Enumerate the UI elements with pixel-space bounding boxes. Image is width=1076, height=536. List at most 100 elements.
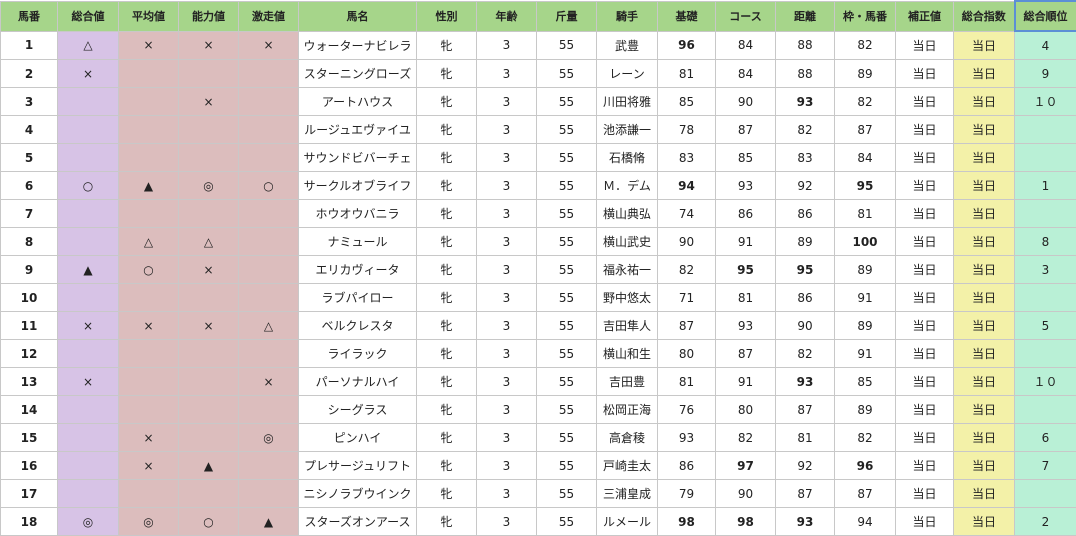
rank-cell[interactable]: 3 <box>1014 255 1076 284</box>
header-cell[interactable]: 性別 <box>416 0 477 32</box>
horse-number-cell[interactable]: 17 <box>0 479 58 508</box>
rank-cell[interactable] <box>1014 395 1076 424</box>
shisu-cell[interactable]: 当日 <box>953 311 1015 340</box>
course-cell[interactable]: 95 <box>715 255 776 284</box>
ability-mark-cell[interactable]: ○ <box>178 507 239 536</box>
hosei-cell[interactable]: 当日 <box>895 283 954 312</box>
avg-mark-cell[interactable]: × <box>118 311 179 340</box>
header-cell[interactable]: 馬番 <box>0 0 58 32</box>
hosei-cell[interactable]: 当日 <box>895 143 954 172</box>
course-cell[interactable]: 84 <box>715 59 776 88</box>
waku-cell[interactable]: 82 <box>834 87 896 116</box>
distance-cell[interactable]: 83 <box>775 143 835 172</box>
weight-cell[interactable]: 55 <box>536 451 597 480</box>
age-cell[interactable]: 3 <box>476 87 537 116</box>
weight-cell[interactable]: 55 <box>536 255 597 284</box>
sex-cell[interactable]: 牝 <box>416 395 477 424</box>
waku-cell[interactable]: 96 <box>834 451 896 480</box>
header-cell[interactable]: 騎手 <box>596 0 658 32</box>
gekiso-mark-cell[interactable] <box>238 339 299 368</box>
hosei-cell[interactable]: 当日 <box>895 479 954 508</box>
shisu-cell[interactable]: 当日 <box>953 199 1015 228</box>
kiso-cell[interactable]: 79 <box>657 479 716 508</box>
sex-cell[interactable]: 牝 <box>416 87 477 116</box>
shisu-cell[interactable]: 当日 <box>953 283 1015 312</box>
weight-cell[interactable]: 55 <box>536 479 597 508</box>
rank-cell[interactable]: 1 <box>1014 171 1076 200</box>
jockey-cell[interactable]: 武豊 <box>596 30 658 60</box>
horse-number-cell[interactable]: 10 <box>0 283 58 312</box>
avg-mark-cell[interactable] <box>118 479 179 508</box>
sex-cell[interactable]: 牝 <box>416 367 477 396</box>
distance-cell[interactable]: 95 <box>775 255 835 284</box>
horse-name-cell[interactable]: シーグラス <box>298 395 417 424</box>
gekiso-mark-cell[interactable] <box>238 87 299 116</box>
course-cell[interactable]: 98 <box>715 507 776 536</box>
header-cell[interactable]: 平均値 <box>118 0 179 32</box>
avg-mark-cell[interactable]: ○ <box>118 255 179 284</box>
avg-mark-cell[interactable] <box>118 339 179 368</box>
horse-name-cell[interactable]: ホウオウバニラ <box>298 199 417 228</box>
rank-cell[interactable]: 9 <box>1014 59 1076 88</box>
distance-cell[interactable]: 89 <box>775 227 835 256</box>
gekiso-mark-cell[interactable]: × <box>238 367 299 396</box>
horse-name-cell[interactable]: パーソナルハイ <box>298 367 417 396</box>
gekiso-mark-cell[interactable] <box>238 255 299 284</box>
header-cell[interactable]: 基礎 <box>657 0 716 32</box>
distance-cell[interactable]: 87 <box>775 479 835 508</box>
rank-cell[interactable]: 7 <box>1014 451 1076 480</box>
jockey-cell[interactable]: 松岡正海 <box>596 395 658 424</box>
kiso-cell[interactable]: 81 <box>657 59 716 88</box>
course-cell[interactable]: 82 <box>715 423 776 452</box>
horse-name-cell[interactable]: スターズオンアース <box>298 507 417 536</box>
avg-mark-cell[interactable] <box>118 115 179 144</box>
sogo-mark-cell[interactable] <box>57 423 119 452</box>
ability-mark-cell[interactable]: ◎ <box>178 171 239 200</box>
age-cell[interactable]: 3 <box>476 339 537 368</box>
avg-mark-cell[interactable]: △ <box>118 227 179 256</box>
distance-cell[interactable]: 87 <box>775 395 835 424</box>
gekiso-mark-cell[interactable] <box>238 59 299 88</box>
rank-cell[interactable]: 6 <box>1014 423 1076 452</box>
hosei-cell[interactable]: 当日 <box>895 199 954 228</box>
horse-number-cell[interactable]: 16 <box>0 451 58 480</box>
age-cell[interactable]: 3 <box>476 395 537 424</box>
kiso-cell[interactable]: 82 <box>657 255 716 284</box>
sogo-mark-cell[interactable]: ▲ <box>57 255 119 284</box>
sex-cell[interactable]: 牝 <box>416 451 477 480</box>
horse-number-cell[interactable]: 15 <box>0 423 58 452</box>
gekiso-mark-cell[interactable]: △ <box>238 311 299 340</box>
ability-mark-cell[interactable] <box>178 479 239 508</box>
sogo-mark-cell[interactable] <box>57 115 119 144</box>
horse-name-cell[interactable]: ライラック <box>298 339 417 368</box>
horse-number-cell[interactable]: 2 <box>0 59 58 88</box>
sogo-mark-cell[interactable] <box>57 339 119 368</box>
waku-cell[interactable]: 82 <box>834 30 896 60</box>
weight-cell[interactable]: 55 <box>536 143 597 172</box>
kiso-cell[interactable]: 80 <box>657 339 716 368</box>
distance-cell[interactable]: 82 <box>775 115 835 144</box>
horse-number-cell[interactable]: 8 <box>0 227 58 256</box>
course-cell[interactable]: 87 <box>715 115 776 144</box>
gekiso-mark-cell[interactable] <box>238 115 299 144</box>
shisu-cell[interactable]: 当日 <box>953 59 1015 88</box>
shisu-cell[interactable]: 当日 <box>953 143 1015 172</box>
shisu-cell[interactable]: 当日 <box>953 227 1015 256</box>
jockey-cell[interactable]: 福永祐一 <box>596 255 658 284</box>
avg-mark-cell[interactable]: ◎ <box>118 507 179 536</box>
sex-cell[interactable]: 牝 <box>416 311 477 340</box>
waku-cell[interactable]: 87 <box>834 115 896 144</box>
sex-cell[interactable]: 牝 <box>416 199 477 228</box>
weight-cell[interactable]: 55 <box>536 59 597 88</box>
shisu-cell[interactable]: 当日 <box>953 30 1015 60</box>
shisu-cell[interactable]: 当日 <box>953 479 1015 508</box>
rank-cell[interactable] <box>1014 115 1076 144</box>
horse-number-cell[interactable]: 11 <box>0 311 58 340</box>
hosei-cell[interactable]: 当日 <box>895 311 954 340</box>
waku-cell[interactable]: 81 <box>834 199 896 228</box>
waku-cell[interactable]: 100 <box>834 227 896 256</box>
jockey-cell[interactable]: レーン <box>596 59 658 88</box>
rank-cell[interactable]: 2 <box>1014 507 1076 536</box>
weight-cell[interactable]: 55 <box>536 311 597 340</box>
course-cell[interactable]: 93 <box>715 171 776 200</box>
